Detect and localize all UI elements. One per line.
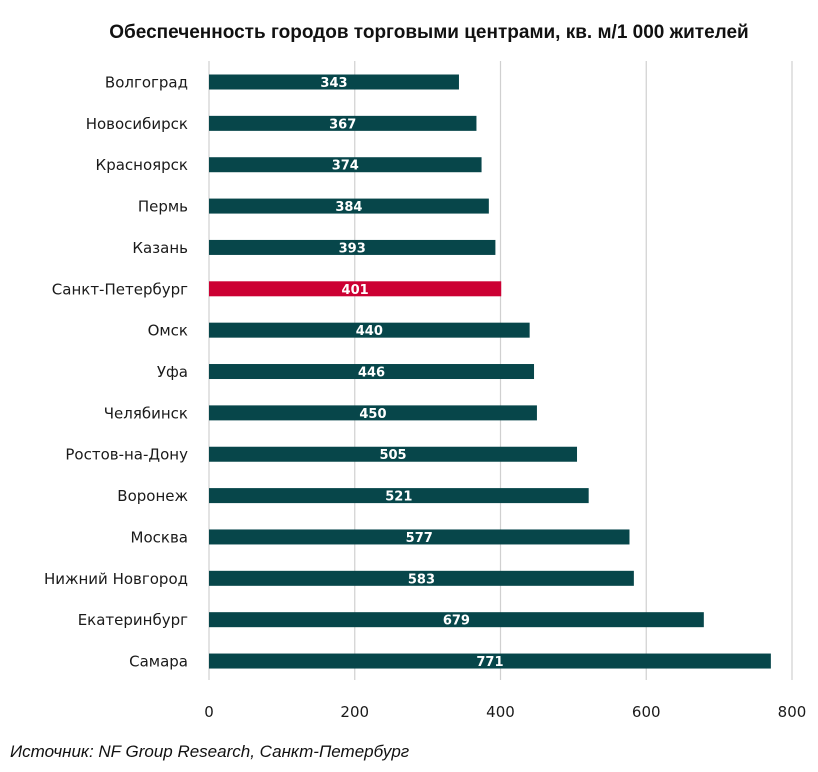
bar — [209, 281, 502, 297]
bar — [209, 74, 459, 90]
bar-value-label: 577 — [406, 531, 433, 546]
category-label: Новосибирск — [86, 115, 188, 133]
bar — [209, 364, 535, 380]
category-label: Ростов-на-Дону — [65, 446, 188, 464]
bar-value-label: 583 — [408, 572, 435, 587]
x-tick-label: 0 — [204, 703, 214, 721]
category-label: Москва — [131, 528, 188, 546]
source-note: Источник: NF Group Research, Санкт-Петер… — [10, 742, 410, 761]
bar-value-label: 771 — [476, 655, 503, 670]
bar — [209, 446, 578, 462]
bar-value-label: 374 — [332, 159, 359, 174]
x-tick-label: 600 — [632, 703, 661, 721]
category-labels: Волгоград Новосибирск Красноярск Пермь Казан… — [44, 74, 188, 671]
bar — [209, 239, 496, 255]
bar — [209, 405, 537, 421]
bar — [209, 322, 530, 338]
bar-value-label: 440 — [356, 324, 383, 339]
x-tick-label: 800 — [778, 703, 807, 721]
bar-value-label: 505 — [379, 448, 406, 463]
category-label: Уфа — [157, 363, 188, 381]
category-label: Омск — [148, 322, 188, 340]
category-label: Красноярск — [96, 156, 188, 174]
chart-title: Обеспеченность городов торговыми центрам… — [109, 22, 749, 43]
category-label: Казань — [132, 239, 188, 257]
bar-value-label: 679 — [443, 614, 470, 629]
bar — [209, 157, 482, 173]
bar-value-label: 521 — [385, 490, 412, 505]
bar — [209, 570, 634, 586]
category-label: Волгоград — [105, 74, 188, 92]
bar — [209, 488, 589, 504]
bar-value-label: 384 — [335, 200, 362, 215]
category-label: Самара — [129, 653, 188, 671]
bar-value-label: 343 — [320, 76, 347, 91]
bar — [209, 612, 704, 628]
category-label: Санкт-Петербург — [52, 280, 188, 298]
x-tick-label: 400 — [486, 703, 515, 721]
category-label: Пермь — [138, 198, 188, 216]
bar — [209, 529, 630, 545]
bar — [209, 115, 477, 131]
bar-value-label: 393 — [339, 241, 366, 256]
bar — [209, 653, 771, 669]
category-label: Нижний Новгород — [44, 570, 188, 588]
category-label: Челябинск — [104, 404, 188, 422]
x-tick-label: 200 — [340, 703, 369, 721]
bars: 343 367 374 384 393 401 440 446 450 505 521 577 583 6… — [209, 74, 771, 670]
bar — [209, 198, 489, 214]
bar-chart: Обеспеченность городов торговыми центрам… — [44, 22, 806, 721]
bar-value-label: 446 — [358, 366, 385, 381]
category-label: Воронеж — [117, 487, 188, 505]
bar-value-label: 401 — [342, 283, 369, 298]
bar-value-label: 367 — [329, 117, 356, 132]
bar-value-label: 450 — [359, 407, 386, 422]
category-label: Екатеринбург — [78, 611, 188, 629]
x-tick-labels: 0 200 400 600 800 — [204, 703, 806, 721]
